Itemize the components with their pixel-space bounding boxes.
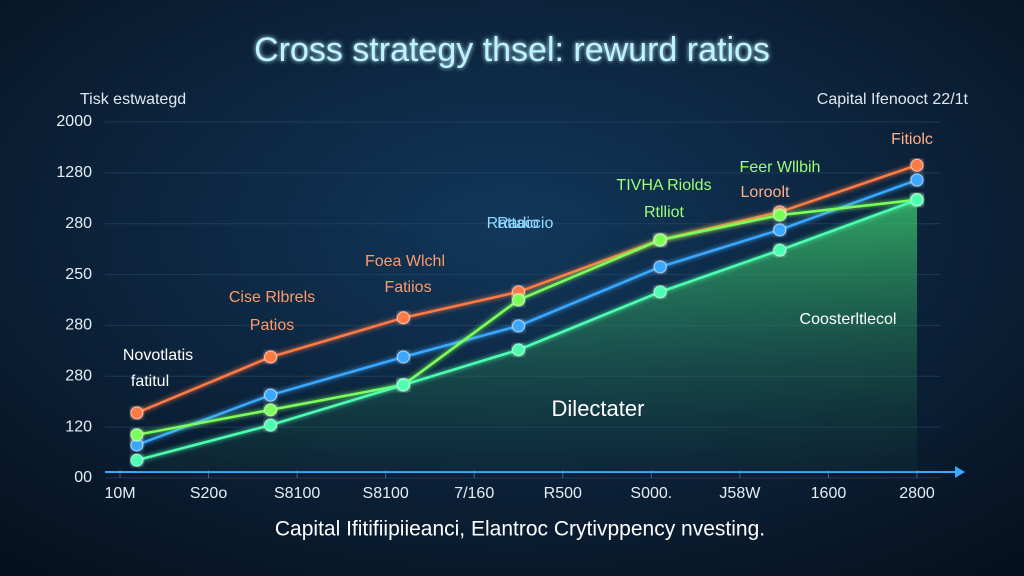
annotation: Fatiios: [384, 279, 431, 296]
data-point: [396, 378, 410, 392]
series-name: Rtlliot: [644, 204, 685, 221]
x-tick-label: 2800: [899, 485, 935, 502]
x-tick-label: 7/160: [454, 485, 494, 502]
x-tick-label: J58W: [719, 485, 761, 502]
annotation: Feer Wllbih: [740, 159, 821, 176]
x-axis-arrow: [955, 466, 965, 478]
annotation: Cise Rlbrels: [229, 289, 315, 306]
annotation: Loroolt: [741, 184, 790, 201]
y-tick-label: 280: [65, 215, 92, 232]
annotation: Novotlatis: [123, 347, 193, 364]
x-tick-label: S8100: [363, 485, 409, 502]
annotation: TIVHA Riolds: [616, 177, 711, 194]
data-point: [910, 173, 924, 187]
data-point: [264, 418, 278, 432]
data-point: [653, 233, 667, 247]
data-point: [653, 285, 667, 299]
data-point: [512, 319, 525, 333]
data-point: [910, 193, 924, 207]
x-tick-label: R500: [544, 485, 582, 502]
data-point: [512, 293, 525, 307]
data-point: [396, 350, 410, 364]
annotation: Radio: [497, 215, 539, 232]
data-point: [910, 158, 924, 172]
top-right-label: Capital Ifenooct 22/1t: [817, 91, 969, 108]
caption: Capital Ifitifiipiieanci, Elantroc Cryti…: [275, 518, 765, 541]
data-point: [512, 343, 525, 357]
data-point: [653, 260, 667, 274]
y-tick-label: 2000: [56, 113, 92, 130]
data-point: [130, 406, 144, 420]
y-tick-label: 120: [65, 418, 92, 435]
annotation: Patios: [250, 317, 294, 334]
y-tick-label: 00: [74, 469, 92, 486]
data-point: [773, 243, 787, 257]
y-axis-label: Tisk estwategd: [80, 91, 186, 108]
y-tick-label: 280: [65, 317, 92, 334]
data-point: [773, 208, 787, 222]
data-point: [130, 428, 144, 442]
annotation: fatitul: [131, 373, 169, 390]
x-tick-label: 10M: [104, 485, 135, 502]
data-point: [264, 388, 278, 402]
series-name: Fitiolc: [891, 131, 933, 148]
x-tick-label: S20o: [190, 485, 227, 502]
series-name: Dilectater: [552, 396, 645, 421]
data-point: [264, 403, 278, 417]
y-tick-label: 1280: [56, 164, 92, 181]
data-point: [130, 453, 144, 467]
area: [136, 199, 918, 473]
annotation: Foea Wlchl: [365, 253, 445, 270]
chart-title: Cross strategy thsel: rewurd ratios: [254, 31, 770, 69]
series-name: Rattaccio: [487, 215, 554, 232]
y-tick-label: 250: [65, 266, 92, 283]
data-point: [773, 223, 787, 237]
x-tick-label: S8100: [274, 485, 320, 502]
y-tick-label: 280: [65, 368, 92, 385]
annotation: Coosterltlecol: [800, 311, 897, 328]
data-point: [264, 350, 278, 364]
x-tick-label: S000.: [630, 485, 672, 502]
x-tick-label: 1600: [811, 485, 847, 502]
data-point: [396, 311, 410, 325]
